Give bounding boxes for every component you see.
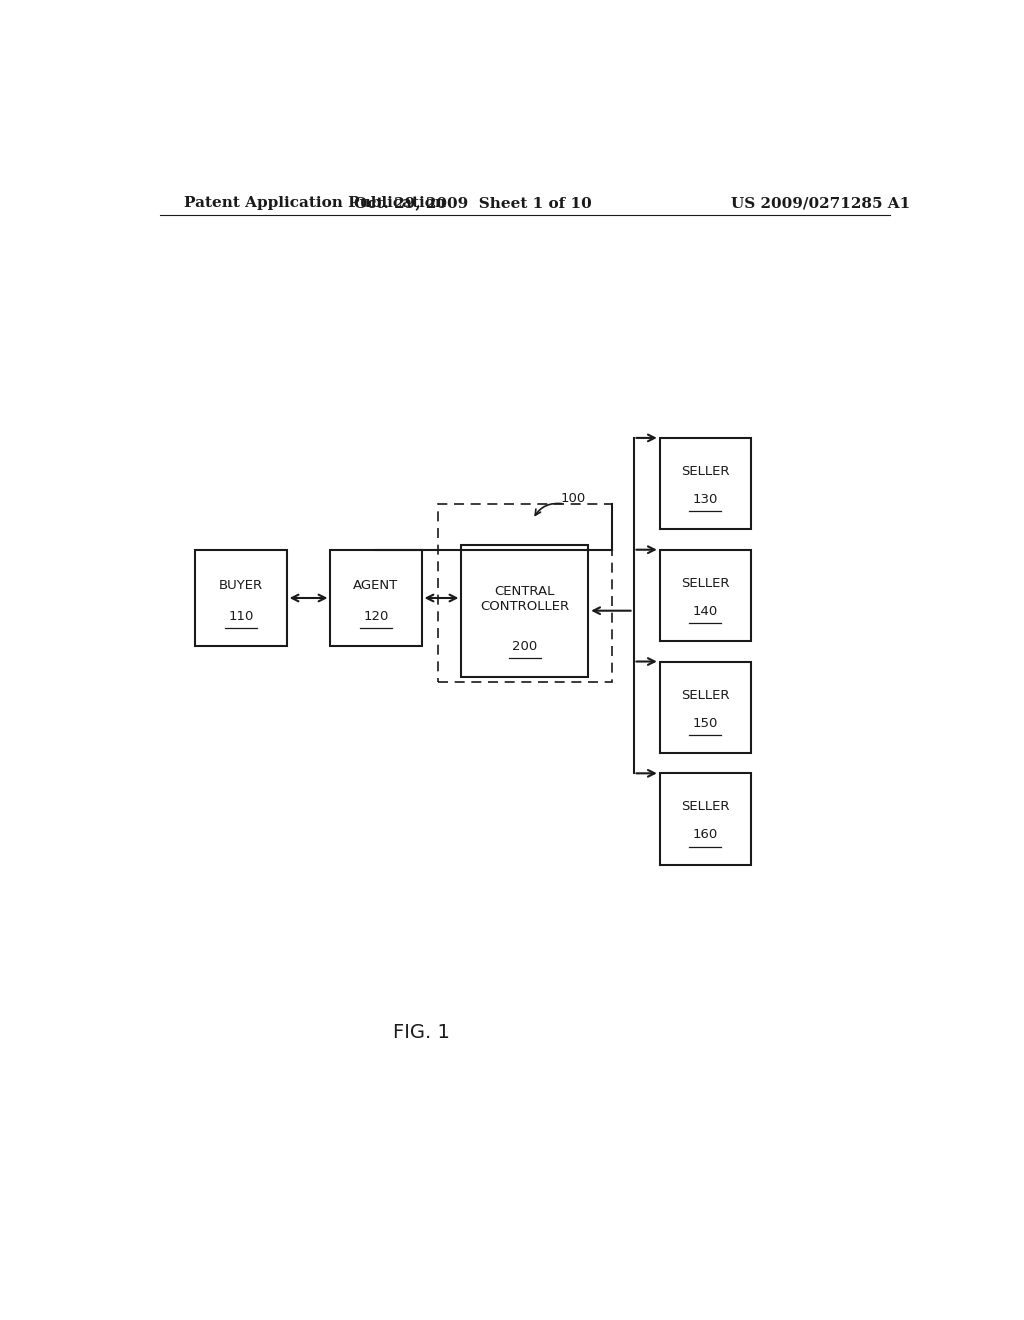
Text: US 2009/0271285 A1: US 2009/0271285 A1 xyxy=(731,197,910,210)
FancyArrowPatch shape xyxy=(536,503,562,515)
Text: Patent Application Publication: Patent Application Publication xyxy=(183,197,445,210)
Text: 130: 130 xyxy=(692,492,718,506)
Bar xyxy=(659,661,751,752)
Text: CENTRAL
CONTROLLER: CENTRAL CONTROLLER xyxy=(480,585,569,612)
Text: SELLER: SELLER xyxy=(681,800,729,813)
Bar xyxy=(659,774,751,865)
Bar xyxy=(196,549,287,647)
Text: BUYER: BUYER xyxy=(219,579,263,593)
Text: AGENT: AGENT xyxy=(353,579,398,593)
Text: FIG. 1: FIG. 1 xyxy=(393,1023,451,1041)
Bar xyxy=(437,504,612,682)
Text: 140: 140 xyxy=(692,605,718,618)
Bar xyxy=(659,438,751,529)
Text: 200: 200 xyxy=(512,640,538,653)
Text: 150: 150 xyxy=(692,717,718,730)
Text: 110: 110 xyxy=(228,610,254,623)
Text: SELLER: SELLER xyxy=(681,689,729,701)
Text: 120: 120 xyxy=(364,610,389,623)
Text: 160: 160 xyxy=(692,829,718,841)
Text: Oct. 29, 2009  Sheet 1 of 10: Oct. 29, 2009 Sheet 1 of 10 xyxy=(354,197,592,210)
Text: 100: 100 xyxy=(560,492,586,506)
Text: SELLER: SELLER xyxy=(681,465,729,478)
Text: SELLER: SELLER xyxy=(681,577,729,590)
Bar xyxy=(461,545,588,677)
Bar xyxy=(331,549,422,647)
Bar xyxy=(659,549,751,642)
